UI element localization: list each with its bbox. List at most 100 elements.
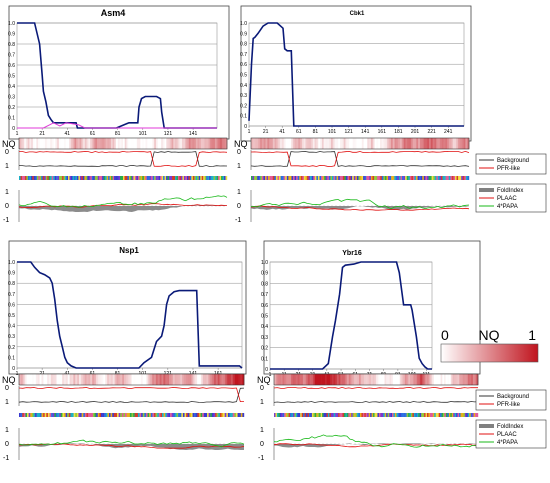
residue-cell xyxy=(50,176,52,180)
heat-cell xyxy=(421,138,424,149)
residue-cell xyxy=(115,413,118,417)
residue-cell xyxy=(380,413,383,417)
y-tick-label: 0.7 xyxy=(240,52,247,58)
residue-cell xyxy=(62,176,64,180)
residue-cell xyxy=(362,413,365,417)
residue-cell xyxy=(356,176,359,180)
heat-cell xyxy=(46,138,49,149)
pfr-trace xyxy=(18,386,245,403)
heat-cell xyxy=(88,138,91,149)
heat-cell xyxy=(396,374,399,385)
heat-cell xyxy=(90,374,93,385)
residue-cell xyxy=(252,176,255,180)
heat-cell xyxy=(450,138,453,149)
residue-cell xyxy=(218,176,220,180)
heat-cell xyxy=(384,374,387,385)
heat-cell xyxy=(403,374,406,385)
residue-cell xyxy=(88,176,91,180)
residue-cell xyxy=(221,413,224,417)
residue-cell xyxy=(280,176,283,180)
residue-cell xyxy=(300,176,303,180)
heat-cell xyxy=(276,138,279,149)
heat-cell xyxy=(427,374,429,385)
heat-cell xyxy=(474,374,477,385)
heat-cell xyxy=(296,138,299,149)
residue-cell xyxy=(143,176,146,180)
residue-cell xyxy=(194,176,196,180)
residue-cell xyxy=(394,413,397,417)
y-tick-label: 1.0 xyxy=(8,260,15,266)
heat-cell xyxy=(166,138,169,149)
y-tick-label: 0.2 xyxy=(8,105,15,111)
residue-cell xyxy=(53,176,55,180)
residue-cell xyxy=(371,413,374,417)
heat-cell xyxy=(161,138,164,149)
x-tick-label: 21 xyxy=(263,129,269,135)
residue-cell xyxy=(428,176,431,180)
residue-cell xyxy=(52,413,55,417)
residue-cell xyxy=(166,413,169,417)
residue-cell xyxy=(73,176,76,180)
residue-cell xyxy=(285,413,288,417)
residue-cell xyxy=(330,176,333,180)
residue-cell xyxy=(303,413,305,417)
heat-cell xyxy=(216,138,219,149)
residue-cell xyxy=(140,176,143,180)
heat-cell xyxy=(298,138,301,149)
residue-cell xyxy=(346,413,349,417)
residue-cell xyxy=(311,413,314,417)
heat-cell xyxy=(393,374,395,385)
heat-cell xyxy=(406,374,409,385)
residue-cell xyxy=(254,176,256,180)
residue-cell xyxy=(115,176,118,180)
heat-cell xyxy=(311,374,314,385)
residue-cell xyxy=(472,413,474,417)
heat-cell xyxy=(330,138,334,149)
heat-cell xyxy=(86,138,89,149)
heat-cell xyxy=(374,374,377,385)
residue-cell xyxy=(133,176,136,180)
foldindex-area xyxy=(19,443,244,450)
residue-cell xyxy=(203,413,206,417)
residue-cell xyxy=(109,413,111,417)
heat-cell xyxy=(265,138,268,149)
legend-label: PLAAC xyxy=(497,196,517,202)
heat-cell xyxy=(165,374,168,385)
residue-cell xyxy=(469,413,471,417)
heat-cell xyxy=(328,374,331,385)
x-tick-label: 61 xyxy=(296,129,302,135)
heat-cell xyxy=(56,374,59,385)
chart-frame xyxy=(8,5,230,140)
heat-cell xyxy=(414,138,417,149)
heat-cell xyxy=(234,374,237,385)
heat-cell xyxy=(77,138,80,149)
heat-cell xyxy=(310,138,314,149)
heat-cell xyxy=(129,138,132,149)
background-trace xyxy=(19,151,228,167)
trace-axis-1: 1 xyxy=(5,163,9,170)
residue-cell xyxy=(431,413,434,417)
residue-cell xyxy=(227,413,230,417)
heat-cell xyxy=(103,138,106,149)
residue-cell xyxy=(84,176,87,180)
residue-cell xyxy=(87,176,90,180)
x-tick-label: 141 xyxy=(361,129,370,135)
heat-cell xyxy=(122,374,125,385)
heat-cell xyxy=(309,138,312,149)
heat-cell xyxy=(350,138,354,149)
x-tick-label: 1 xyxy=(269,372,272,378)
residue-cell xyxy=(415,413,417,417)
residue-cell xyxy=(179,176,182,180)
residue-cell xyxy=(386,176,389,180)
residue-cell xyxy=(422,176,425,180)
residue-cell xyxy=(146,176,149,180)
residue-cell xyxy=(351,413,353,417)
heat-cell xyxy=(369,374,372,385)
residue-cell xyxy=(170,413,172,417)
y-tick-label: 0.7 xyxy=(8,53,15,59)
residue-cell xyxy=(418,413,420,417)
residue-cell xyxy=(279,413,282,417)
heat-cell xyxy=(405,138,408,149)
residue-cell xyxy=(409,413,412,417)
heat-cell xyxy=(51,138,54,149)
